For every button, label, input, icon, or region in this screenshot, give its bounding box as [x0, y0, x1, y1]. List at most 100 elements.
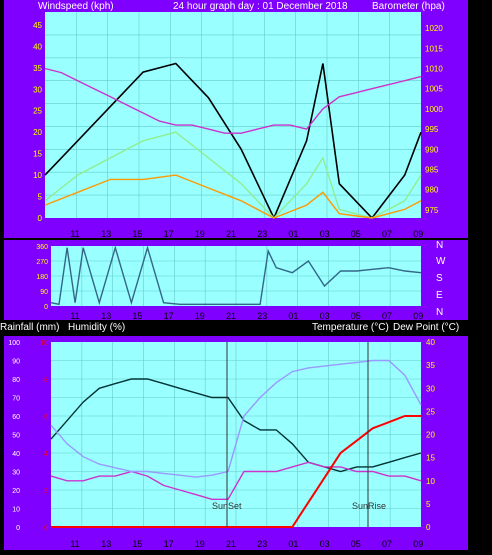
- wind-series: [44, 62, 422, 220]
- temp-tick-label: 35: [426, 361, 435, 370]
- direction-x-tick-label: 07: [382, 311, 392, 321]
- direction-grid: [51, 246, 421, 306]
- compass-s: S: [436, 273, 443, 284]
- barometer-tick-label: 1015: [425, 44, 443, 53]
- barometer-tick-label: 1020: [425, 24, 443, 33]
- direction-x-tick-label: 09: [413, 311, 423, 321]
- compass-e: E: [436, 290, 443, 301]
- wind-avg-line: [44, 131, 422, 220]
- direction-x-tick-label: 21: [226, 311, 236, 321]
- barometer-label: Barometer (hpa): [372, 1, 445, 12]
- wind-tick-label: 20: [33, 128, 42, 137]
- compass-w: W: [436, 256, 446, 267]
- temp-x-tick-label: 05: [351, 539, 361, 549]
- wind-x-tick-label: 17: [164, 229, 174, 239]
- barometer-tick-label: 995: [425, 125, 439, 134]
- wind-tick-label: 30: [33, 85, 42, 94]
- temp-grid: [51, 342, 421, 527]
- temperature-line: [50, 378, 422, 473]
- wind-x-tick-label: 09: [413, 229, 423, 239]
- graph-title: 24 hour graph day : 01 December 2018: [173, 1, 348, 12]
- humidity-tick-label: 90: [12, 359, 20, 366]
- direction-x-tick-label: 11: [70, 311, 79, 321]
- temperature-label: Temperature (°C): [312, 322, 389, 333]
- humidity-tick-label: 80: [12, 377, 20, 384]
- wind-tick-label: 5: [38, 193, 43, 202]
- wind-direction-line: [50, 245, 422, 306]
- windspeed-label: Windspeed (kph): [38, 1, 114, 12]
- wind-tick-label: 35: [33, 64, 42, 73]
- humidity-tick-label: 0: [16, 525, 20, 532]
- temp-tick-label: 20: [426, 431, 435, 440]
- humidity-line: [50, 359, 422, 478]
- humidity-tick-label: 50: [12, 433, 20, 440]
- wind-x-tick-label: 19: [195, 229, 205, 239]
- direction-tick-label: 90: [40, 289, 48, 296]
- wind-x-tick-label: 05: [351, 229, 361, 239]
- temp-tick-label: 15: [426, 454, 435, 463]
- direction-x-tick-label: 15: [132, 311, 142, 321]
- temp-x-tick-label: 15: [132, 539, 142, 549]
- direction-tick-label: 0: [44, 304, 48, 311]
- direction-x-tick-label: 05: [351, 311, 361, 321]
- direction-x-tick-label: 01: [288, 311, 298, 321]
- direction-tick-label: 360: [36, 244, 48, 251]
- humidity-tick-label: 100: [8, 340, 20, 347]
- barometer-tick-label: 990: [425, 145, 439, 154]
- barometer-tick-label: 1005: [425, 85, 443, 94]
- compass-n-bottom: N: [436, 307, 443, 318]
- wind-gust-line: [44, 62, 422, 220]
- wind-min-line: [44, 174, 422, 219]
- temp-tick-label: 0: [426, 523, 431, 532]
- wind-x-tick-label: 23: [257, 229, 267, 239]
- sunrise-annotation: SunRise: [352, 501, 386, 511]
- rain-tick-label: 2: [44, 488, 48, 495]
- barometer-tick-label: 980: [425, 186, 439, 195]
- barometer-line: [44, 67, 422, 134]
- rainfall-label: Rainfall (mm): [0, 322, 59, 333]
- temp-tick-label: 30: [426, 384, 435, 393]
- dew-point-label: Dew Point (°C): [393, 322, 459, 333]
- humidity-tick-label: 70: [12, 396, 20, 403]
- sunset-annotation: SunSet: [212, 501, 242, 511]
- barometer-tick-label: 1010: [425, 65, 443, 74]
- axis-ticks: 0510152025303540459759809859909951000100…: [8, 21, 443, 549]
- temp-tick-label: 5: [426, 500, 431, 509]
- rain-tick-label: 10: [40, 340, 48, 347]
- wind-tick-label: 0: [38, 214, 43, 223]
- wind-tick-label: 40: [33, 42, 42, 51]
- wind-x-tick-label: 01: [288, 229, 298, 239]
- humidity-tick-label: 40: [12, 451, 20, 458]
- rainfall-line: [51, 415, 421, 528]
- wind-tick-label: 10: [33, 171, 42, 180]
- temp-x-tick-label: 07: [382, 539, 392, 549]
- humidity-label: Humidity (%): [68, 322, 125, 333]
- compass-n-top: N: [436, 240, 443, 251]
- barometer-tick-label: 1000: [425, 105, 443, 114]
- direction-x-tick-label: 17: [164, 311, 174, 321]
- temp-x-tick-label: 21: [226, 539, 236, 549]
- humidity-tick-label: 10: [12, 507, 20, 514]
- wind-x-tick-label: 13: [101, 229, 111, 239]
- temp-x-tick-label: 19: [195, 539, 205, 549]
- temp-x-tick-label: 23: [257, 539, 267, 549]
- rain-tick-label: 0: [44, 525, 48, 532]
- wind-tick-label: 15: [33, 150, 42, 159]
- direction-tick-label: 270: [36, 259, 48, 266]
- barometer-tick-label: 975: [425, 206, 439, 215]
- wind-grid: [45, 12, 421, 218]
- direction-series: [50, 245, 422, 306]
- wind-x-tick-label: 15: [132, 229, 142, 239]
- rain-tick-label: 4: [44, 451, 48, 458]
- rain-tick-label: 6: [44, 414, 48, 421]
- direction-tick-label: 180: [36, 274, 48, 281]
- direction-x-tick-label: 19: [195, 311, 205, 321]
- humidity-tick-label: 30: [12, 470, 20, 477]
- rain-tick-label: 8: [44, 377, 48, 384]
- temp-x-tick-label: 09: [413, 539, 423, 549]
- temp-x-tick-label: 03: [320, 539, 330, 549]
- wind-x-tick-label: 03: [320, 229, 330, 239]
- direction-x-tick-label: 13: [101, 311, 111, 321]
